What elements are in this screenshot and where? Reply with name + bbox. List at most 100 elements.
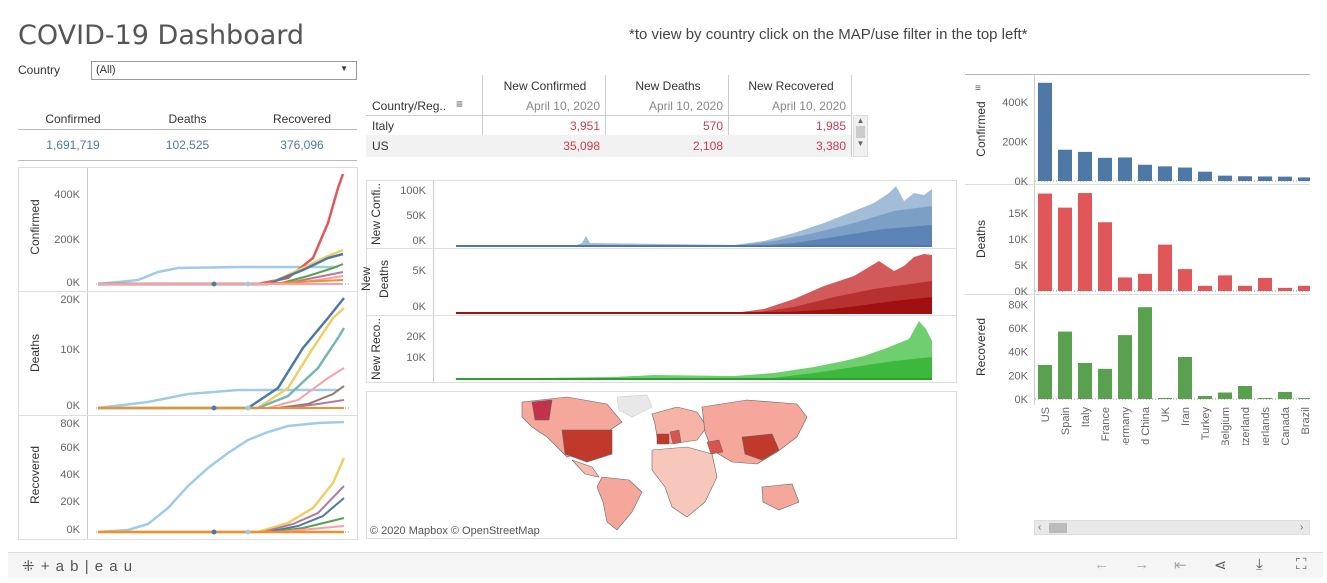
bar-italy[interactable] xyxy=(1078,193,1092,291)
download-icon[interactable]: ⤓ xyxy=(1256,556,1263,573)
bar-us[interactable] xyxy=(1038,364,1052,399)
category-label: Belgium xyxy=(1220,407,1232,445)
bar-iran[interactable] xyxy=(1178,167,1192,181)
undo-icon[interactable]: ← xyxy=(1094,556,1109,573)
table-row-country[interactable]: US xyxy=(372,139,389,153)
bar-canada[interactable] xyxy=(1278,176,1292,181)
sort-icon[interactable]: ≡ xyxy=(456,97,464,111)
chevron-down-icon[interactable]: ▼ xyxy=(856,139,865,148)
scrollbar-thumb[interactable] xyxy=(856,126,865,138)
tableau-logo[interactable]: ⁜ + a b | e a u xyxy=(22,557,133,575)
table-cell: 570 xyxy=(702,119,723,133)
bar-uk[interactable] xyxy=(1158,244,1172,291)
scrollbar-thumb[interactable] xyxy=(1049,523,1067,533)
bar-belgium[interactable] xyxy=(1218,275,1232,291)
table-col-divider xyxy=(605,75,606,157)
kpi-confirmed-value[interactable]: 1,691,719 xyxy=(46,138,100,152)
tableau-brand: + a b | e a u xyxy=(40,558,134,575)
chevron-left-icon[interactable]: ‹ xyxy=(1038,522,1042,533)
table-scrollbar[interactable]: ▲ ▼ xyxy=(853,115,868,157)
sort-icon[interactable]: ≡ xyxy=(975,83,981,94)
tick-label: 0K xyxy=(412,301,426,313)
table-row-country[interactable]: Italy xyxy=(372,119,395,133)
chevron-right-icon[interactable]: › xyxy=(1300,522,1304,533)
chevron-down-icon: ▼ xyxy=(340,64,348,73)
bar-switzerland[interactable] xyxy=(1238,285,1252,291)
daily-area-charts-svg[interactable] xyxy=(434,181,956,382)
bar-spain[interactable] xyxy=(1058,331,1072,399)
kpi-deaths-value[interactable]: 102,525 xyxy=(165,138,210,152)
bar-netherlands[interactable] xyxy=(1258,398,1272,399)
tick-label: 5K xyxy=(1015,260,1029,272)
share-icon[interactable]: ⋖ xyxy=(1214,557,1227,574)
tick-label: 10K xyxy=(406,352,426,364)
world-map[interactable]: © 2020 Mapbox © OpenStreetMap xyxy=(366,391,957,539)
bar-us[interactable] xyxy=(1038,82,1052,181)
bar-scrollbar[interactable]: ‹ › xyxy=(1034,520,1310,535)
bar-italy[interactable] xyxy=(1078,362,1092,399)
bar-italy[interactable] xyxy=(1078,151,1092,181)
bar-spain[interactable] xyxy=(1058,149,1072,181)
bar-iran[interactable] xyxy=(1178,357,1192,399)
tableau-footer: ⁜ + a b | e a u ← → ⇤ ⋖ ⤓ ⛶ xyxy=(8,552,1323,578)
bar-germany[interactable] xyxy=(1118,157,1132,181)
tick-label: 50K xyxy=(406,210,426,222)
tableau-icon: ⁜ xyxy=(22,558,36,575)
bar-netherlands[interactable] xyxy=(1258,277,1272,291)
chevron-up-icon[interactable]: ▲ xyxy=(856,116,865,125)
bar-brazil[interactable] xyxy=(1298,398,1310,399)
bar-switzerland[interactable] xyxy=(1238,385,1252,399)
table-col-divider xyxy=(851,75,852,157)
col-header-new-confirmed[interactable]: New Confirmed xyxy=(503,79,587,93)
bar-us[interactable] xyxy=(1038,193,1052,291)
bar-turkey[interactable] xyxy=(1198,285,1212,291)
category-label: Turkey xyxy=(1200,407,1212,441)
bar-france[interactable] xyxy=(1098,222,1112,291)
category-label: Iran xyxy=(1180,407,1192,426)
col-header-new-recovered[interactable]: New Recovered xyxy=(748,79,834,93)
redo-icon[interactable]: → xyxy=(1134,556,1149,573)
bar-france[interactable] xyxy=(1098,368,1112,399)
tick-label: 60K xyxy=(60,442,80,454)
fullscreen-icon[interactable]: ⛶ xyxy=(1296,556,1307,573)
cumulative-row-divider-1 xyxy=(18,291,358,292)
bar-iran[interactable] xyxy=(1178,269,1192,291)
area-recovered-ylabel: New Reco.. xyxy=(369,317,383,381)
bar-germany[interactable] xyxy=(1118,335,1132,399)
instruction-text: *to view by country click on the MAP/use… xyxy=(629,26,1028,43)
tick-label: 0K xyxy=(1015,394,1029,406)
bar-uk[interactable] xyxy=(1158,398,1172,399)
tick-label: 0K xyxy=(66,277,80,289)
cumulative-charts-panel xyxy=(18,167,358,540)
bar-brazil[interactable] xyxy=(1298,177,1310,181)
country-filter-dropdown[interactable]: (All) ▼ xyxy=(91,61,357,80)
col-header-new-deaths[interactable]: New Deaths xyxy=(635,79,701,93)
bar-turkey[interactable] xyxy=(1198,171,1212,181)
bar-france[interactable] xyxy=(1098,157,1112,181)
category-label: US xyxy=(1040,407,1052,422)
bar-canada[interactable] xyxy=(1278,391,1292,399)
bar-germany[interactable] xyxy=(1118,277,1132,291)
bar-mainland-china[interactable] xyxy=(1138,307,1152,399)
bar-mainland-china[interactable] xyxy=(1138,273,1152,291)
kpi-recovered-value[interactable]: 376,096 xyxy=(280,138,324,152)
bar-belgium[interactable] xyxy=(1218,392,1232,399)
world-map-svg[interactable] xyxy=(367,392,956,538)
cumulative-lines-svg[interactable] xyxy=(88,168,357,539)
map-attribution[interactable]: © 2020 Mapbox © OpenStreetMap xyxy=(370,525,540,537)
bar-netherlands[interactable] xyxy=(1258,176,1272,181)
bar-spain[interactable] xyxy=(1058,207,1072,291)
table-cell: 3,951 xyxy=(569,119,600,133)
bar-switzerland[interactable] xyxy=(1238,176,1252,181)
bar-mainland-china[interactable] xyxy=(1138,164,1152,181)
tick-label: 400K xyxy=(1002,97,1028,109)
kpi-bottom-divider xyxy=(18,160,357,161)
bar-uk[interactable] xyxy=(1158,166,1172,181)
tick-label: 40K xyxy=(1008,347,1028,359)
bar-canada[interactable] xyxy=(1278,287,1292,291)
bar-belgium[interactable] xyxy=(1218,175,1232,181)
bar-brazil[interactable] xyxy=(1298,285,1310,291)
bar-turkey[interactable] xyxy=(1198,395,1212,399)
revert-icon[interactable]: ⇤ xyxy=(1174,557,1187,574)
